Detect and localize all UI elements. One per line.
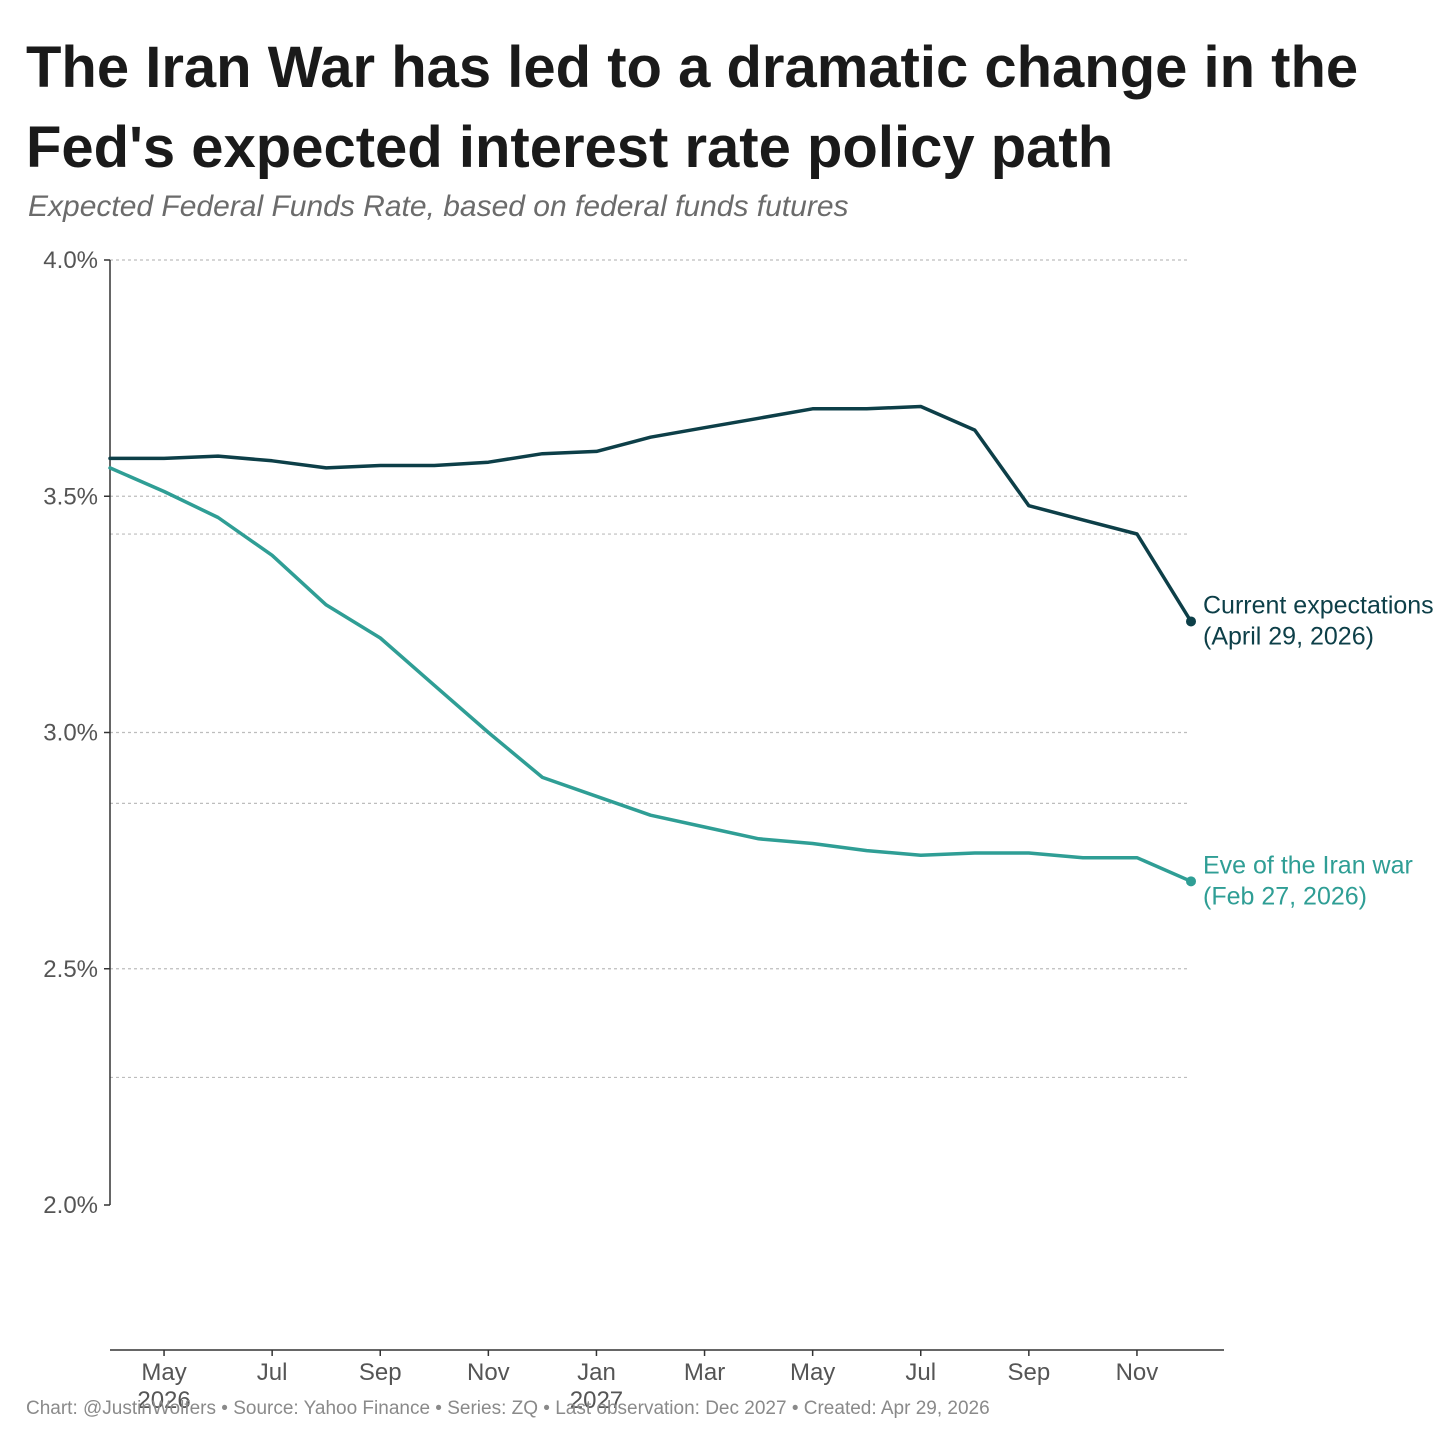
series-line-eve <box>108 466 1193 884</box>
y-tick-label: 2.0% <box>43 1192 98 1219</box>
x-tick-label: May <box>790 1359 835 1386</box>
series-endpoint-marker <box>1186 876 1196 887</box>
x-tick-label: Sep <box>359 1359 402 1386</box>
y-tick-label: 3.5% <box>43 483 98 510</box>
x-tick-label: Jan <box>577 1359 616 1386</box>
x-tick-year-label: 2026 <box>137 1387 190 1414</box>
x-tick-label: Sep <box>1007 1359 1050 1386</box>
x-tick-label: Nov <box>467 1359 510 1386</box>
series-label-date: (Feb 27, 2026) <box>1203 882 1367 910</box>
series-labels: Current expectations (April 29, 2026) Eve … <box>1203 591 1434 910</box>
chart-subtitle: Expected Federal Funds Rate, based on fe… <box>28 190 849 223</box>
x-tick-year-label: 2027 <box>570 1387 623 1414</box>
x-tick-label: Mar <box>684 1359 725 1386</box>
x-tick-label: Jul <box>905 1359 936 1386</box>
series-line-current <box>108 404 1193 624</box>
series-endpoint-marker <box>1186 616 1196 627</box>
series-label-name: Eve of the Iran war <box>1203 851 1413 879</box>
x-tick-label: Jul <box>257 1359 288 1386</box>
series-label-date: (April 29, 2026) <box>1203 622 1374 650</box>
series-lines <box>108 404 1196 887</box>
series-label-name: Current expectations <box>1203 591 1434 619</box>
chart-title: The Iran War has led to a dramatic chang… <box>26 35 1359 180</box>
y-tick-label: 2.5% <box>43 956 98 983</box>
x-tick-label: Nov <box>1116 1359 1159 1386</box>
chart-footer: Chart: @JustinWolfers • Source: Yahoo Fi… <box>26 1398 990 1419</box>
x-tick-label: May <box>141 1359 186 1386</box>
y-tick-label: 4.0% <box>43 247 98 274</box>
gridlines <box>110 259 1190 1079</box>
y-tick-label: 3.0% <box>43 720 98 747</box>
